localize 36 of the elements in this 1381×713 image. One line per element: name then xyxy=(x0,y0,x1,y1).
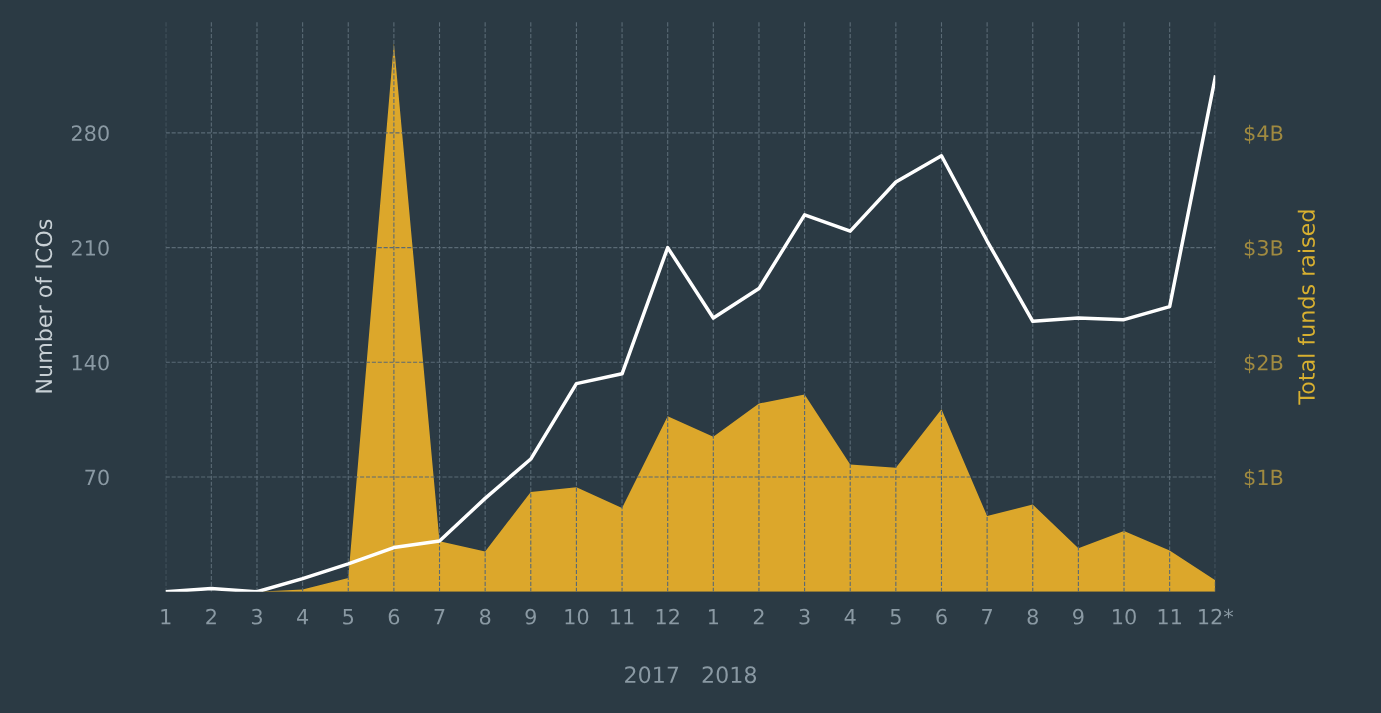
y2-tick-label: $1B xyxy=(1244,469,1283,488)
x-tick-label: 9 xyxy=(1073,608,1084,625)
text: 2018 xyxy=(702,666,757,684)
y-axis-title: Number of ICOs xyxy=(35,219,53,393)
y2-tick-label: $4B xyxy=(1244,124,1283,144)
y-tick-label: 140 xyxy=(72,354,109,371)
x-tick-label: 2 xyxy=(753,608,764,625)
x-tick-label: 1 xyxy=(708,609,719,625)
x-tick-label: 10 xyxy=(1113,608,1136,625)
x-tick-label: 4 xyxy=(844,609,856,625)
y2-axis-title: Total funds raised xyxy=(1297,210,1315,405)
x-tick-label: 9 xyxy=(525,608,536,625)
y2-tick-label: $3B xyxy=(1244,239,1283,259)
y-tick-label: 280 xyxy=(71,125,109,142)
x-tick-label: 1 xyxy=(161,609,171,625)
x-tick-label: 5 xyxy=(890,609,901,625)
x-tick-label: 12 xyxy=(656,608,679,625)
x-tick-label: 6 xyxy=(388,608,400,625)
x-tick-label: 2 xyxy=(206,608,216,625)
x-tick-label: 11 xyxy=(611,609,634,625)
x-tick-label: 8 xyxy=(479,608,491,625)
y-tick-label: 210 xyxy=(71,240,109,256)
x-tick-label: 10 xyxy=(565,608,589,625)
x-tick-label: 11 xyxy=(1158,609,1181,625)
x-tick-label: 7 xyxy=(982,609,992,625)
x-tick-label: 7 xyxy=(434,609,445,625)
x-tick-label: 3 xyxy=(799,608,810,625)
y-tick-label: 70 xyxy=(85,469,109,486)
y2-tick-label: $2B xyxy=(1244,354,1283,374)
text: 2017 xyxy=(625,666,679,684)
x-tick-label: 5 xyxy=(343,609,354,625)
x-tick-label: 8 xyxy=(1027,608,1038,625)
x-tick-label: 12* xyxy=(1199,608,1234,625)
x-tick-label: 3 xyxy=(251,608,262,625)
x-tick-label: 4 xyxy=(297,609,309,625)
x-tick-label: 6 xyxy=(936,608,947,625)
